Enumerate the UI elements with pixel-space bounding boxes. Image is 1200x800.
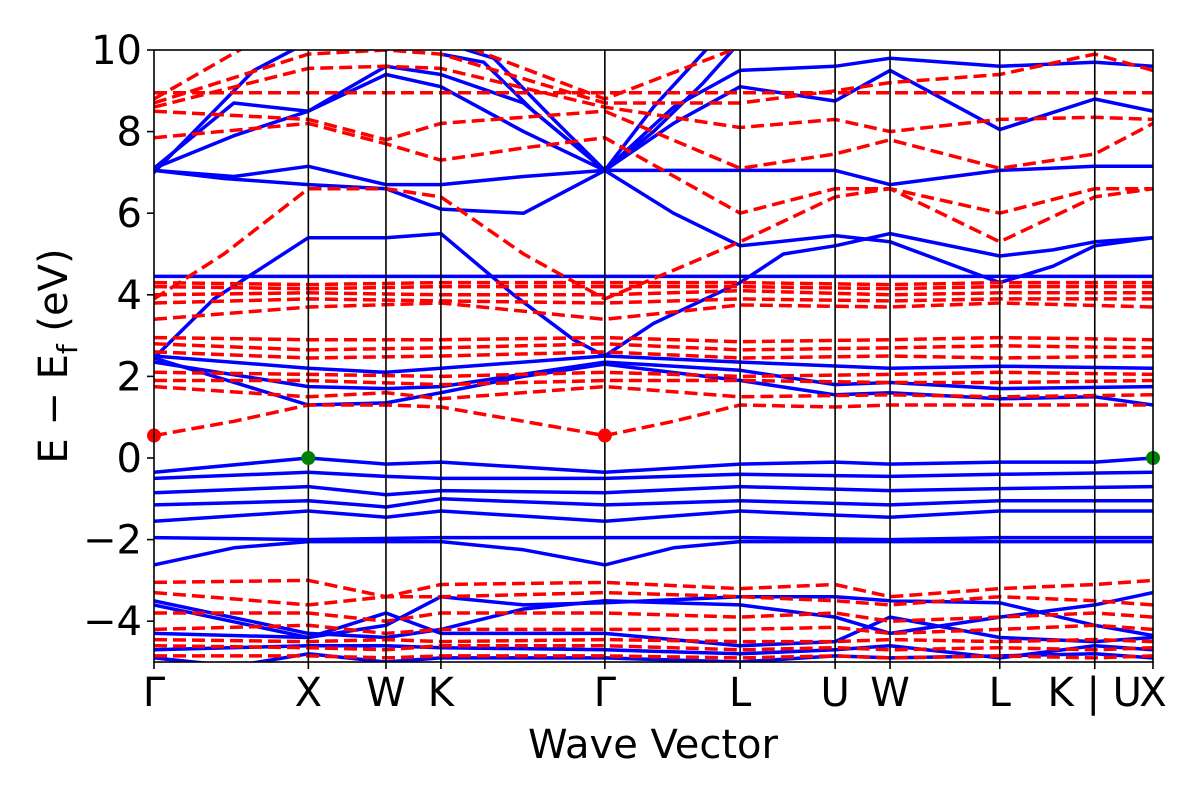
solid-band-line-13	[154, 168, 1153, 285]
dashed-band-line-0	[154, 403, 1153, 438]
dashed-band-line-1	[154, 384, 1153, 401]
dashed-band-line-12	[154, 186, 1153, 301]
y-tick-label-1: −2	[83, 518, 142, 564]
y-tick-label-2: 0	[117, 436, 142, 482]
dashed-band-line-7	[154, 301, 1153, 322]
y-axis-label-subscript: f	[51, 343, 84, 354]
solid-band-line-3	[154, 497, 1153, 509]
x-tick-label-7: W	[870, 670, 910, 716]
dashed-band-line-4	[154, 350, 1153, 360]
y-tick-label-6: 8	[117, 110, 142, 156]
kpoint-lines	[307, 50, 1096, 662]
dashed-band-line-8	[154, 297, 1153, 305]
x-tick-label-8: L	[989, 670, 1012, 716]
y-tick-label-5: 6	[117, 191, 142, 237]
solid-band-line-8	[154, 360, 1153, 391]
dashed-band-line-13	[154, 121, 1153, 215]
band-edge-marker-2	[301, 451, 316, 465]
y-tick-label-3: 2	[117, 354, 142, 400]
solid-band-line-2	[154, 509, 1153, 523]
dashed-band-line-3	[154, 370, 1153, 379]
dashed-band-line-10	[154, 284, 1153, 291]
x-tick-label-9: K | U	[1048, 670, 1142, 716]
solid-band-line-4	[154, 484, 1153, 497]
markers-layer	[147, 428, 1160, 465]
dashed-band-line-9	[154, 288, 1153, 297]
dashed-band-line-5	[154, 342, 1153, 352]
dashed-band-line-22	[154, 611, 1153, 623]
x-tick-label-6: U	[820, 670, 849, 716]
x-tick-label-2: W	[366, 670, 406, 716]
dashed-band-series	[154, 50, 1153, 660]
dashed-band-line-24	[154, 637, 1153, 644]
dashed-band-line-11	[154, 280, 1153, 287]
y-tick-label-7: 10	[91, 28, 142, 74]
solid-band-line-11	[154, 231, 1153, 360]
x-tick-label-3: K	[428, 670, 456, 716]
y-axis-label-unit: (eV)	[31, 248, 77, 344]
y-axis-label: E − Ef (eV)	[31, 248, 84, 463]
x-tick-label-1: X	[295, 670, 322, 716]
y-tick-label-0: −4	[83, 599, 142, 645]
solid-band-line-7	[154, 356, 1153, 407]
dashed-band-line-17	[154, 50, 1153, 105]
dashed-band-line-2	[154, 378, 1153, 387]
solid-band-line-0	[154, 539, 1153, 567]
solid-band-line-15	[154, 56, 1153, 173]
solid-band-line-5	[154, 470, 1153, 481]
solid-band-line-18	[461, 50, 709, 173]
dashed-band-line-23	[154, 623, 1153, 636]
dashed-band-line-14	[154, 109, 1153, 171]
x-axis-label: Wave Vector	[528, 722, 779, 768]
dashed-band-line-25	[154, 643, 1153, 652]
dashed-band-line-21	[154, 590, 1153, 607]
x-tick-label-5: L	[729, 670, 752, 716]
x-tick-label-4: Γ	[594, 670, 617, 716]
solid-band-line-20	[154, 594, 1153, 640]
dashed-band-line-6	[154, 335, 1153, 344]
dashed-band-line-26	[154, 654, 1153, 660]
dashed-band-line-16	[154, 64, 1153, 134]
y-axis-ticks: −4 −2 0 2 4 6 8 10	[83, 28, 154, 645]
bands-layer	[154, 50, 1153, 662]
plot-frame	[153, 49, 1154, 663]
y-axis-label-main: E − E	[31, 354, 77, 464]
x-tick-label-10: X	[1139, 670, 1166, 716]
y-tick-label-4: 4	[117, 273, 142, 319]
solid-band-line-1	[154, 535, 1153, 542]
solid-band-line-12	[154, 164, 1153, 187]
x-tick-label-0: Γ	[143, 670, 166, 716]
band-edge-marker-1	[597, 428, 612, 443]
dashed-band-line-18	[154, 50, 244, 101]
